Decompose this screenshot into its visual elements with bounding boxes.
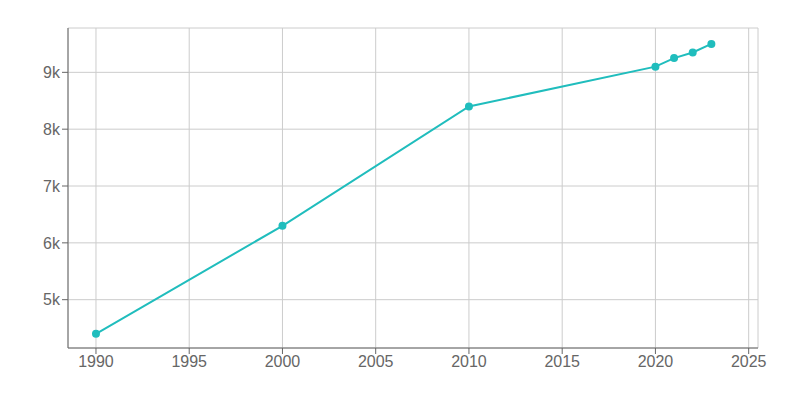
svg-text:2025: 2025 xyxy=(731,353,767,370)
svg-text:1995: 1995 xyxy=(171,353,207,370)
svg-text:2015: 2015 xyxy=(544,353,580,370)
svg-text:2000: 2000 xyxy=(265,353,301,370)
svg-text:5k: 5k xyxy=(43,291,61,308)
svg-text:7k: 7k xyxy=(43,178,61,195)
svg-text:2020: 2020 xyxy=(638,353,674,370)
svg-text:8k: 8k xyxy=(43,121,61,138)
svg-text:2010: 2010 xyxy=(451,353,487,370)
svg-text:9k: 9k xyxy=(43,64,61,81)
svg-text:6k: 6k xyxy=(43,235,61,252)
svg-text:1990: 1990 xyxy=(78,353,114,370)
svg-text:2005: 2005 xyxy=(358,353,394,370)
